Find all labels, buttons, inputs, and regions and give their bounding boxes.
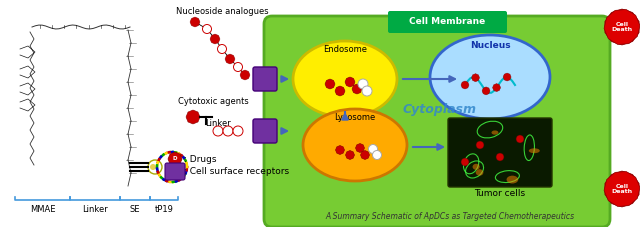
Text: Cytotoxic agents: Cytotoxic agents [178,96,248,106]
Text: Tumor cells: Tumor cells [474,190,525,198]
Text: tP19: tP19 [155,205,173,214]
Text: Cell Membrane: Cell Membrane [410,17,486,27]
Circle shape [213,126,223,136]
Text: Nucleoside analogues: Nucleoside analogues [176,7,268,17]
Circle shape [369,145,378,153]
FancyBboxPatch shape [264,16,610,227]
Text: Linker: Linker [82,205,108,214]
FancyBboxPatch shape [253,67,277,91]
Text: Cell
Death: Cell Death [611,22,632,32]
Circle shape [372,151,381,160]
Text: Linker: Linker [205,119,231,128]
Ellipse shape [293,41,397,117]
Ellipse shape [472,164,480,170]
Text: Cytoplasm: Cytoplasm [403,103,477,116]
Circle shape [150,164,156,170]
Circle shape [218,44,227,54]
Text: Endosome: Endosome [323,45,367,54]
Text: : Cell surface receptors: : Cell surface receptors [184,168,289,177]
Circle shape [233,126,243,136]
FancyBboxPatch shape [448,118,552,187]
Circle shape [234,62,243,72]
Text: A Summary Schematic of ApDCs as Targeted Chemotherapeutics: A Summary Schematic of ApDCs as Targeted… [325,212,575,221]
Text: Cell
Death: Cell Death [611,184,632,194]
Text: Lysosome: Lysosome [334,114,376,123]
Ellipse shape [506,176,518,183]
Text: Nucleus: Nucleus [470,40,510,49]
Ellipse shape [430,35,550,119]
FancyBboxPatch shape [388,11,507,33]
Circle shape [358,79,368,89]
Ellipse shape [476,169,483,176]
Circle shape [362,86,372,96]
Circle shape [202,25,211,34]
Ellipse shape [303,109,407,181]
Ellipse shape [529,148,540,153]
FancyBboxPatch shape [165,163,185,180]
Text: MMAE: MMAE [29,205,55,214]
Text: SE: SE [130,205,140,214]
Text: D: D [173,156,177,161]
FancyBboxPatch shape [253,119,277,143]
Ellipse shape [492,131,499,135]
Text: : Drugs: : Drugs [184,155,216,163]
Circle shape [223,126,233,136]
